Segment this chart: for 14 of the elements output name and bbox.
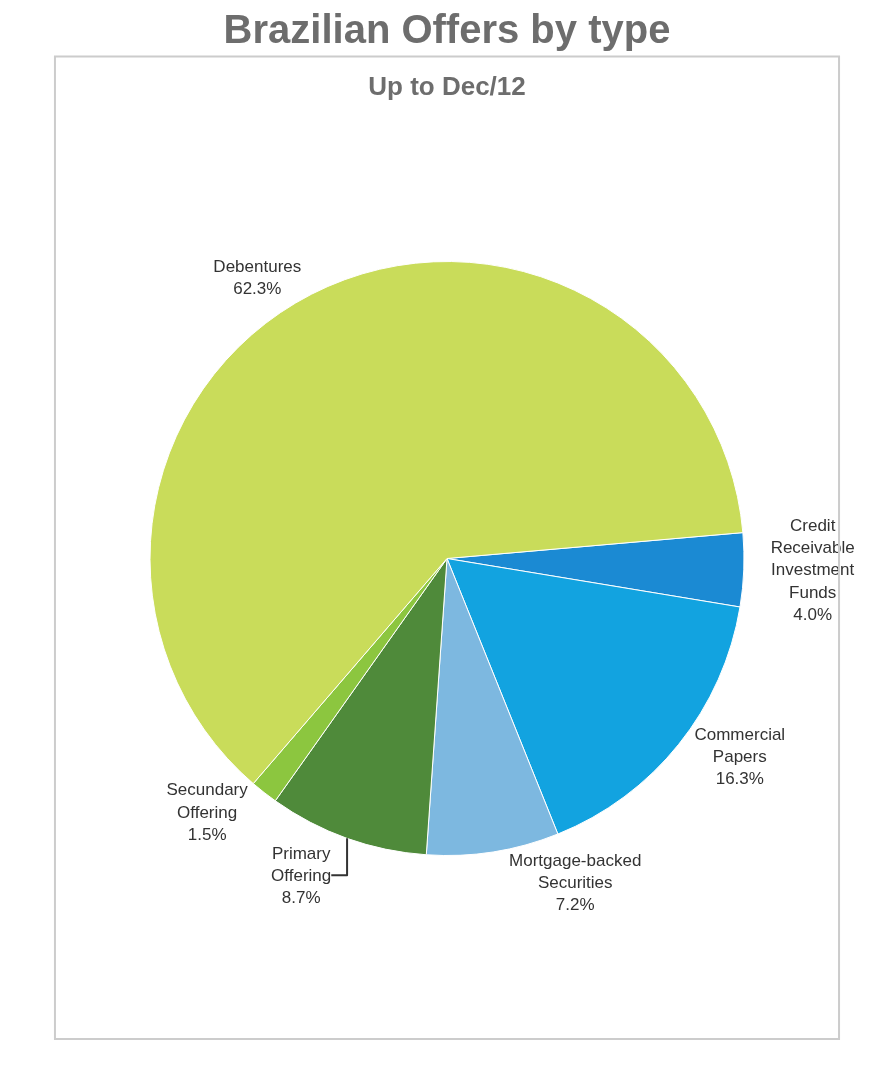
slice-label: Primary Offering	[271, 843, 332, 885]
chart-title: Brazilian Offers by type	[223, 6, 671, 51]
data-label: 8.7%	[281, 887, 321, 907]
chart-subtitle: Up to Dec/12	[368, 70, 526, 101]
slice-label: Commercial Papers	[694, 725, 786, 767]
slice-label: Debentures	[213, 257, 302, 277]
slice-label: Secundary Offering	[166, 780, 249, 822]
data-label: 1.5%	[187, 824, 227, 844]
data-label: 4.0%	[793, 604, 833, 624]
slice-label: Mortgage-backed Securities	[509, 851, 642, 893]
data-label: 62.3%	[233, 279, 282, 299]
data-label: 16.3%	[715, 769, 764, 789]
data-label: 7.2%	[555, 895, 595, 915]
slice-label: Credit Receivable Investment Funds	[770, 516, 855, 602]
